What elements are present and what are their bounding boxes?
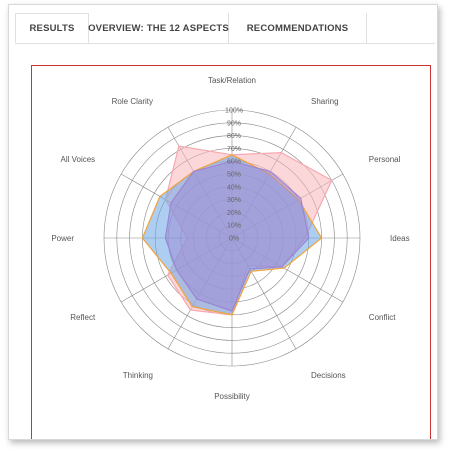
results-card: RESULTS OVERVIEW: THE 12 ASPECTS RECOMME… bbox=[8, 4, 438, 440]
axis-label-4: Conflict bbox=[369, 313, 396, 322]
tab-bar: RESULTS OVERVIEW: THE 12 ASPECTS RECOMME… bbox=[15, 13, 435, 44]
tick-label-6: 60% bbox=[227, 159, 241, 166]
axis-label-8: Reflect bbox=[70, 313, 96, 322]
tick-label-8: 80% bbox=[227, 133, 241, 140]
tick-label-3: 30% bbox=[227, 197, 241, 204]
tick-label-0: 0% bbox=[229, 236, 239, 243]
tab-recommendations[interactable]: RECOMMENDATIONS bbox=[229, 13, 367, 43]
chart-panel: 0% 10% 20% 30% 40% 50% 60% 70% 80% 90% 100% Task/Re… bbox=[31, 65, 431, 439]
axis-label-9: Power bbox=[51, 234, 74, 243]
axis-label-6: Possibility bbox=[214, 392, 250, 401]
axis-label-3: Ideas bbox=[390, 234, 410, 243]
axis-label-0: Task/Relation bbox=[208, 76, 256, 85]
axis-label-7: Thinking bbox=[123, 371, 153, 380]
series-2-area bbox=[164, 160, 310, 312]
tick-label-5: 50% bbox=[227, 172, 241, 179]
tab-overview[interactable]: OVERVIEW: THE 12 ASPECTS bbox=[88, 13, 229, 43]
tick-label-4: 40% bbox=[227, 184, 241, 191]
tick-label-2: 20% bbox=[227, 210, 241, 217]
tick-label-10: 100% bbox=[225, 108, 243, 115]
axis-label-10: All Voices bbox=[61, 155, 96, 164]
tick-label-9: 90% bbox=[227, 120, 241, 127]
axis-label-1: Sharing bbox=[311, 97, 339, 106]
radar-chart: 0% 10% 20% 30% 40% 50% 60% 70% 80% 90% 100% Task/Re… bbox=[51, 76, 410, 401]
axis-label-5: Decisions bbox=[311, 371, 346, 380]
axis-label-2: Personal bbox=[369, 155, 401, 164]
axis-label-11: Role Clarity bbox=[112, 97, 153, 106]
tab-results[interactable]: RESULTS bbox=[15, 13, 89, 43]
tick-label-1: 10% bbox=[227, 223, 241, 230]
tick-label-7: 70% bbox=[227, 146, 241, 153]
